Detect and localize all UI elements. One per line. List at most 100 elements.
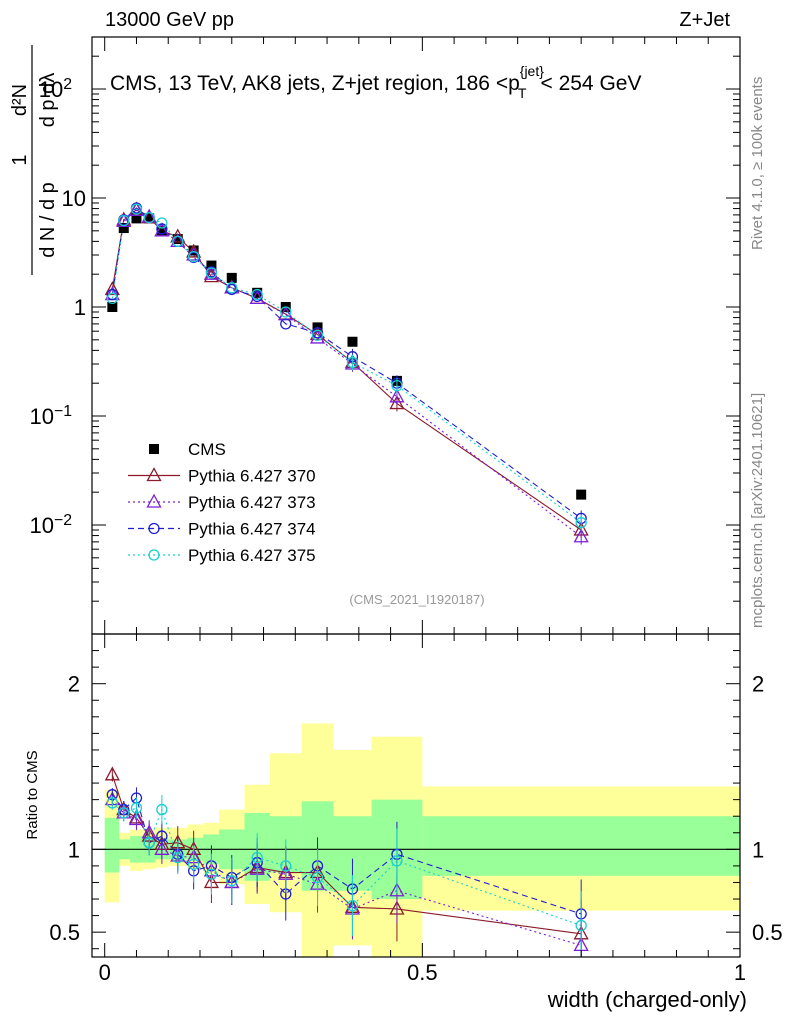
main-data-point xyxy=(116,213,132,228)
main-data-point xyxy=(106,288,118,301)
ratio-data-point xyxy=(346,900,359,912)
band-inner xyxy=(104,817,120,873)
main-data-point xyxy=(107,302,118,313)
y-tick-label: 1 xyxy=(74,295,86,320)
main-data-point xyxy=(156,223,168,235)
main-data-point xyxy=(144,213,155,224)
ratio-data-point xyxy=(391,855,403,867)
main-title-text: CMS, 13 TeV, AK8 jets, Z+jet region, 186… xyxy=(110,63,641,101)
ratio-data-point xyxy=(575,919,587,932)
y-label-rotated: 1 d N / d p d²N d p dλ xyxy=(9,45,59,275)
main-data-point xyxy=(186,243,202,258)
legend-swatch-marker xyxy=(146,467,162,482)
main-data-point xyxy=(226,272,237,283)
main-data-point xyxy=(309,326,326,341)
main-data-point xyxy=(172,235,184,248)
main-data-point xyxy=(130,203,143,215)
ratio-y-tick-label: 0.5 xyxy=(49,920,80,945)
main-data-point xyxy=(249,290,265,305)
ratio-y-tick-label: 0.5 xyxy=(752,920,783,945)
ratio-data-point xyxy=(389,882,405,897)
legend-label: Pythia 6.427 370 xyxy=(188,467,316,486)
main-data-point xyxy=(118,214,130,227)
main-data-point xyxy=(206,260,217,271)
main-data-point xyxy=(104,281,120,296)
main-data-point xyxy=(346,356,359,369)
y-tick-label: 10−1 xyxy=(29,403,72,429)
energy-label: 13000 GeV pp xyxy=(105,9,234,31)
ratio-data-point xyxy=(205,868,218,880)
mcplots-label: mcplots.cern.ch [arXiv:2401.10621] xyxy=(749,393,766,628)
main-data-point xyxy=(156,217,168,229)
main-data-point xyxy=(154,222,170,237)
y-tick-label: 10−2 xyxy=(29,512,72,538)
ratio-series-group xyxy=(104,766,589,957)
main-series-line xyxy=(111,209,582,538)
main-data-point xyxy=(391,379,403,392)
legend-swatch-marker xyxy=(148,522,160,535)
main-data-point xyxy=(131,213,142,224)
y-tick-label: 10 xyxy=(62,186,86,211)
main-data-point xyxy=(170,228,186,243)
main-data-point xyxy=(226,282,238,294)
analysis-id: (CMS_2021_I1920187) xyxy=(349,592,484,607)
main-data-point xyxy=(280,306,292,318)
ratio-data-point xyxy=(251,851,263,864)
main-frame xyxy=(91,36,741,635)
main-data-point xyxy=(156,225,167,236)
ratio-data-point xyxy=(311,871,324,884)
main-data-point xyxy=(188,245,199,256)
ratio-data-point xyxy=(280,860,292,872)
main-data-point xyxy=(389,395,405,410)
ratio-data-point xyxy=(128,811,145,826)
ratio-data-point xyxy=(156,803,168,816)
ratio-y-tick-label: 2 xyxy=(752,672,764,697)
main-data-point xyxy=(205,267,218,279)
main-data-point xyxy=(576,489,587,500)
y-label-den2: d p dλ xyxy=(37,73,59,127)
main-y-axis-label: 1 d N / d p d²N d p dλ xyxy=(9,45,59,275)
ratio-y-label: Ratio to CMS xyxy=(24,750,41,839)
ratio-uncertainty-bands xyxy=(92,723,740,957)
legend: CMS Pythia 6.427 370 Pythia 6.427 373 Pythi… xyxy=(128,440,316,565)
main-data-point xyxy=(187,250,200,263)
y-label-den: d N / d p xyxy=(37,182,59,258)
ratio-data-point xyxy=(143,837,155,849)
ratio-frame xyxy=(91,633,741,958)
legend-swatch-marker xyxy=(148,549,160,561)
y-label-num2: d²N xyxy=(9,84,31,116)
main-data-point xyxy=(172,234,183,245)
ratio-data-point xyxy=(130,802,143,814)
main-data-point xyxy=(311,329,324,341)
ratio-data-point xyxy=(172,851,184,864)
ratio-data-point xyxy=(118,807,130,819)
legend-swatch-marker xyxy=(146,493,162,508)
main-data-point xyxy=(118,223,129,234)
main-data-point xyxy=(128,202,145,217)
x-tick-label: 0 xyxy=(99,960,111,985)
main-data-point xyxy=(573,528,589,543)
rivet-label: Rivet 4.1.0, ≥ 100k events xyxy=(749,77,766,250)
main-data-point xyxy=(143,212,155,224)
x-tick-label: 1 xyxy=(734,960,746,985)
legend-label: Pythia 6.427 375 xyxy=(188,546,316,565)
main-data-point xyxy=(347,336,358,347)
main-data-point xyxy=(203,265,220,280)
y-tick-label: 102 xyxy=(39,76,72,102)
y-label-num: 1 xyxy=(9,154,31,165)
legend-label: Pythia 6.427 373 xyxy=(188,493,316,512)
ratio-data-point xyxy=(106,797,118,809)
main-title: CMS, 13 TeV, AK8 jets, Z+jet region, 186… xyxy=(110,63,641,101)
x-tick-label: 0.5 xyxy=(407,960,438,985)
ratio-data-point xyxy=(154,840,170,855)
ratio-data-point xyxy=(104,766,120,781)
legend-label: CMS xyxy=(188,440,226,459)
main-data-point xyxy=(389,388,405,403)
main-data-point xyxy=(280,318,292,330)
x-axis-label: width (charged-only) xyxy=(547,987,747,1012)
ratio-y-tick-label: 1 xyxy=(752,837,764,862)
main-data-point xyxy=(251,288,263,301)
process-label: Z+Jet xyxy=(679,9,730,31)
